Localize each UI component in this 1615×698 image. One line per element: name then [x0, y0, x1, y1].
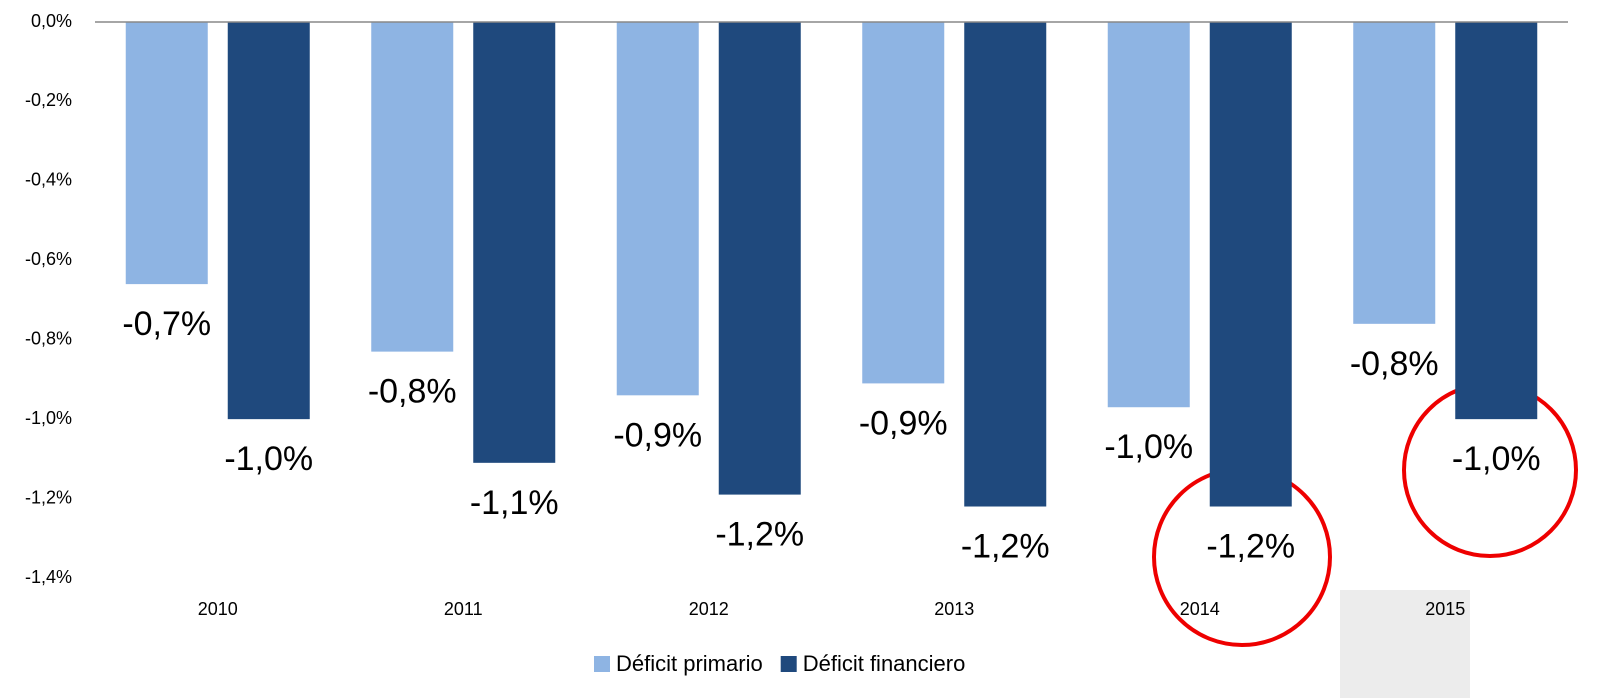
- x-tick-label: 2013: [934, 599, 974, 619]
- x-tick-label: 2010: [198, 599, 238, 619]
- y-tick-label: -0,6%: [25, 249, 72, 269]
- y-tick-label: -1,0%: [25, 408, 72, 428]
- bar: [473, 22, 556, 463]
- legend-swatch: [780, 656, 797, 672]
- y-tick-label: -0,8%: [25, 328, 72, 348]
- data-label: -1,2%: [715, 516, 804, 554]
- x-tick-label: 2014: [1180, 599, 1220, 619]
- x-tick-label: 2015: [1425, 599, 1465, 619]
- bar: [125, 22, 208, 285]
- data-label: -0,7%: [122, 305, 211, 343]
- bar: [718, 22, 801, 495]
- bar: [1209, 22, 1292, 507]
- x-tick-label: 2011: [444, 599, 483, 619]
- data-label: -1,0%: [1104, 428, 1193, 466]
- legend-label: Déficit financiero: [803, 651, 966, 676]
- bar: [1455, 22, 1538, 420]
- data-label: -0,9%: [859, 404, 948, 442]
- y-tick-label: -1,4%: [25, 567, 72, 587]
- bar: [862, 22, 945, 384]
- bar: [371, 22, 454, 352]
- legend-label: Déficit primario: [616, 651, 763, 676]
- data-label: -1,0%: [224, 440, 313, 478]
- data-label: -1,0%: [1452, 440, 1541, 478]
- data-label: -0,8%: [1350, 345, 1439, 383]
- x-tick-label: 2012: [689, 599, 729, 619]
- data-label: -1,1%: [470, 484, 559, 522]
- bar: [616, 22, 699, 396]
- bar: [1107, 22, 1190, 408]
- data-label: -1,2%: [1206, 527, 1295, 565]
- data-label: -1,2%: [961, 527, 1050, 565]
- y-tick-label: -0,4%: [25, 170, 72, 190]
- watermark: [1340, 590, 1470, 698]
- bar: [227, 22, 310, 420]
- y-tick-label: 0,0%: [31, 11, 72, 31]
- y-tick-label: -1,2%: [25, 487, 72, 507]
- legend-swatch: [594, 656, 610, 672]
- bar: [1353, 22, 1436, 324]
- bar: [964, 22, 1047, 507]
- data-label: -0,9%: [613, 416, 702, 454]
- y-tick-label: -0,2%: [25, 90, 72, 110]
- data-label: -0,8%: [368, 373, 457, 411]
